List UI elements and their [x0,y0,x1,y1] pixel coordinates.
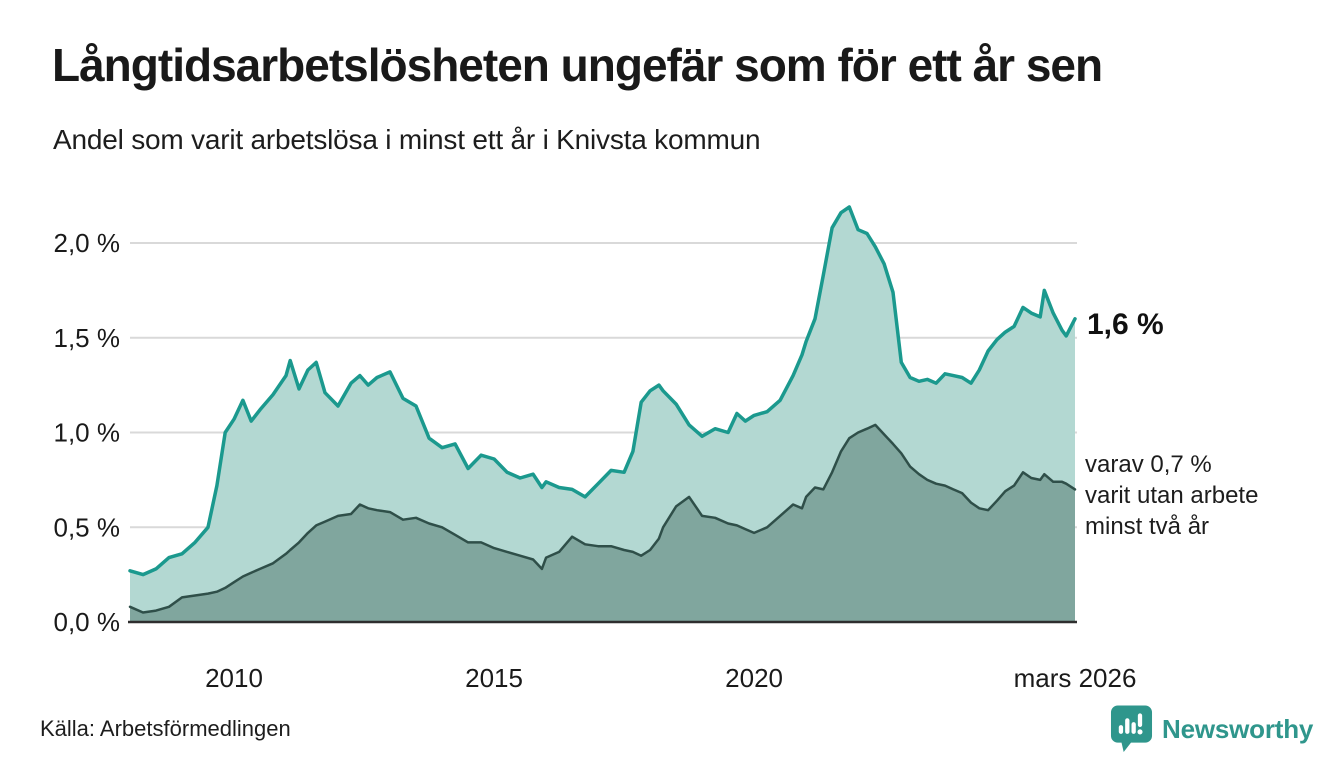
source-note: Källa: Arbetsförmedlingen [40,716,291,741]
x-axis-label: mars 2026 [1014,663,1137,693]
newsworthy-logo: Newsworthy [1110,704,1313,754]
chart-title: Långtidsarbetslösheten ungefär som för e… [52,39,1103,91]
x-axis-label: 2020 [725,663,783,693]
y-axis-label: 1,5 % [54,323,121,353]
newsworthy-wordmark: Newsworthy [1162,713,1314,744]
lower-area [130,424,1075,622]
upper-line [128,205,1077,577]
latest-value-label: 1,6 % [1087,308,1164,341]
y-axis-label: 1,0 % [54,418,121,448]
annotation-line: varit utan arbete [1085,482,1259,509]
annotation-line: minst två år [1085,513,1210,540]
x-axis-label: 2015 [465,663,523,693]
y-axis-label: 0,5 % [54,512,121,542]
newsworthy-icon [1110,705,1153,752]
chart-subtitle: Andel som varit arbetslösa i minst ett å… [53,124,761,155]
chart-bars-glyph [1118,713,1143,735]
x-axis-label: 2010 [205,663,263,693]
lower-line [128,423,1077,614]
y-axis-label: 0,0 % [54,607,121,637]
y-axis-label: 2,0 % [54,228,121,258]
annotation-line: varav 0,7 % [1085,451,1212,478]
two-year-annotation: varav 0,7 % varit utan arbete minst två … [1085,449,1258,542]
